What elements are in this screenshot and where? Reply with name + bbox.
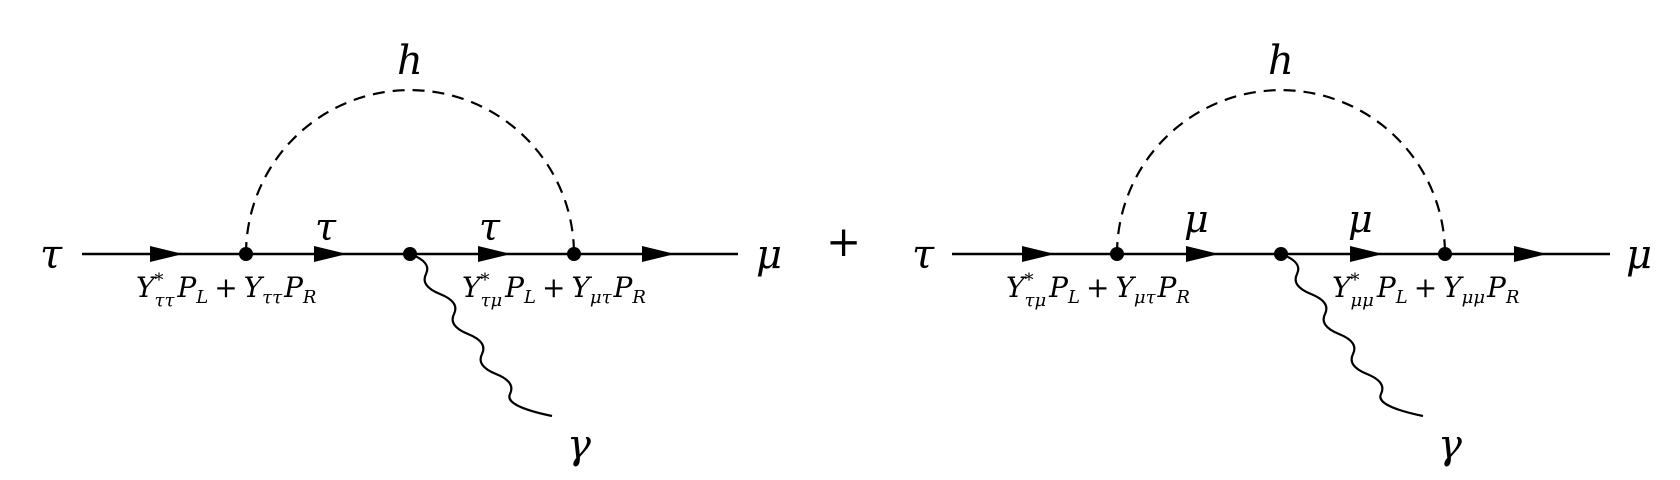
vertex-dot — [239, 247, 253, 261]
photon-label: γ — [567, 422, 591, 468]
internal-label-left: τ — [315, 205, 337, 249]
fermion-arrow — [642, 246, 675, 262]
internal-label-right: μ — [1348, 197, 1373, 241]
diagram-2: τ μ h γ μ μ Y* τμ PL + YμτPR Y* μμ PL + YμμPR — [912, 38, 1652, 468]
photon-propagator — [1280, 252, 1424, 418]
diagram-1: τ μ h γ τ τ Y* ττ PL + YττPR Y* τμ PL + YμτPR — [40, 38, 782, 468]
vertex-coupling-right: Y* τμ PL + YμτPR — [462, 270, 646, 311]
vertex-dot — [1274, 247, 1288, 261]
fermion-arrow — [1350, 246, 1383, 262]
scalar-label: h — [397, 38, 423, 84]
fermion-arrow — [150, 246, 183, 262]
internal-label-right: τ — [479, 205, 501, 249]
fermion-arrow — [314, 246, 347, 262]
photon-label: γ — [1438, 422, 1462, 468]
vertex-dot — [1438, 247, 1452, 261]
higgs-propagator — [1115, 88, 1447, 255]
fermion-arrow — [1022, 246, 1055, 262]
vertex-dot — [1110, 247, 1124, 261]
higgs-propagator — [244, 88, 576, 255]
fermion-arrow — [1186, 246, 1219, 262]
fermion-arrow — [1514, 246, 1547, 262]
plus-operator: + — [826, 217, 861, 266]
vertex-dot — [567, 247, 581, 261]
incoming-label: τ — [912, 232, 935, 278]
scalar-label: h — [1268, 38, 1294, 84]
vertex-dot — [403, 247, 417, 261]
vertex-coupling-left: Y* τμ PL + YμτPR — [1006, 270, 1190, 311]
photon-propagator — [409, 252, 553, 418]
incoming-label: τ — [40, 232, 63, 278]
vertex-coupling-left: Y* ττ PL + YττPR — [136, 270, 316, 311]
internal-label-left: μ — [1184, 197, 1209, 241]
vertex-coupling-right: Y* μμ PL + YμμPR — [1332, 270, 1519, 311]
fermion-arrow — [478, 246, 511, 262]
outgoing-label: μ — [756, 232, 782, 278]
outgoing-label: μ — [1626, 232, 1652, 278]
